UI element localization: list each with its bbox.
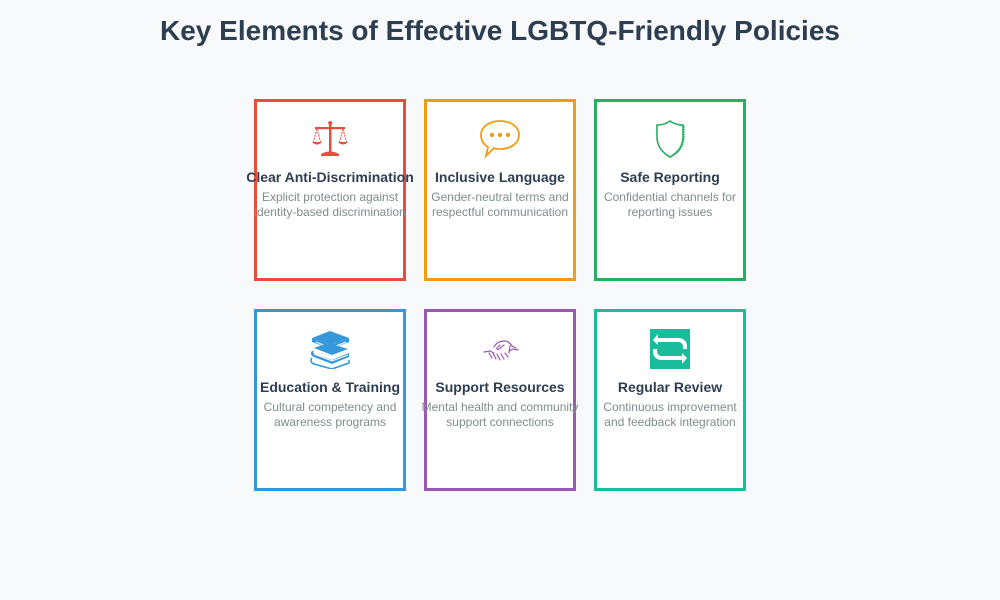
card-title: Education & Training [259, 379, 400, 395]
card-title: Safe Reporting [620, 169, 720, 185]
card-description: Cultural competency and awareness progra… [263, 400, 397, 429]
card-description: Continuous improvement and feedback inte… [603, 400, 737, 429]
card-title: Clear Anti-Discrimination [246, 169, 414, 185]
card-inclusive-language: Inclusive Language Gender-neutral terms … [424, 99, 576, 281]
card-title: Inclusive Language [435, 169, 565, 185]
card-clear-anti-discrimination: Clear Anti-Discrimination Explicit prote… [246, 99, 414, 281]
card-title: Support Resources [435, 379, 565, 395]
card-description: Mental health and community support conn… [421, 400, 579, 429]
speech-bubble-icon [480, 119, 520, 159]
card-regular-review: Regular Review Continuous improvement an… [594, 309, 746, 491]
card-safe-reporting: Safe Reporting Confidential channels for… [594, 99, 746, 281]
repeat-arrows-icon [650, 329, 690, 369]
books-icon [310, 329, 350, 369]
card-title: Regular Review [617, 379, 723, 395]
card-education-training: Education & Training Cultural competency… [254, 309, 406, 491]
card-description: Explicit protection against identity-bas… [254, 190, 406, 219]
page-title: Key Elements of Effective LGBTQ-Friendly… [160, 15, 840, 46]
shield-icon [650, 119, 690, 159]
card-description: Gender-neutral terms and respectful comm… [431, 190, 569, 219]
handshake-icon [480, 329, 520, 369]
card-description: Confidential channels for reporting issu… [603, 190, 737, 219]
card-support-resources: Support Resources Mental health and comm… [422, 309, 578, 491]
scales-icon [310, 119, 350, 159]
